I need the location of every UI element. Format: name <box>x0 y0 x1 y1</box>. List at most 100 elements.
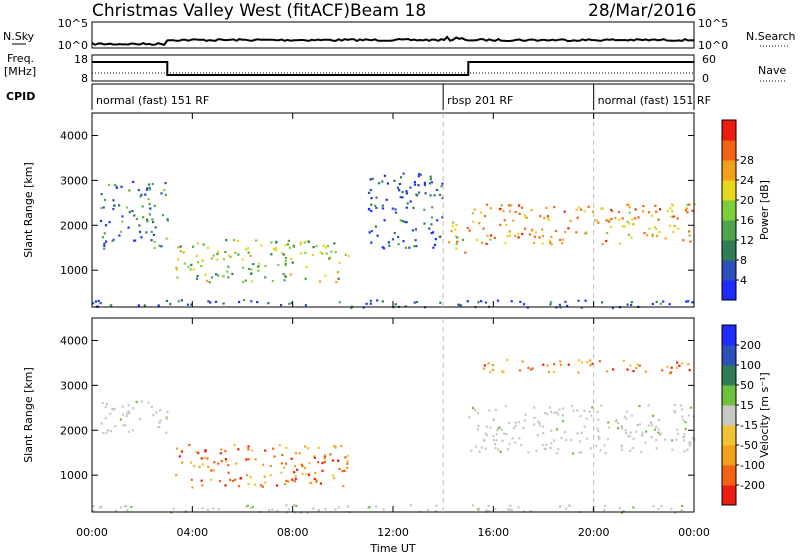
scatter-cell <box>227 276 230 279</box>
scatter-cell <box>541 228 544 231</box>
scatter-cell <box>549 303 552 306</box>
colorbar-tick-label: 12 <box>740 234 754 247</box>
scatter-cell <box>224 458 227 461</box>
scatter-cell <box>656 234 659 237</box>
scatter-cell <box>151 182 154 186</box>
scatter-cell <box>113 183 117 187</box>
scatter-cell <box>413 183 417 186</box>
scatter-cell <box>642 205 645 208</box>
scatter-cell <box>507 508 510 511</box>
scatter-cell <box>620 424 623 428</box>
scatter-cell <box>626 303 629 306</box>
scatter-cell <box>678 364 681 367</box>
scatter-cell <box>542 363 545 366</box>
scatter-cell <box>220 460 223 463</box>
scatter-cell <box>596 410 599 414</box>
scatter-cell <box>399 219 402 222</box>
scatter-cell <box>655 439 658 442</box>
scatter-cell <box>394 303 397 306</box>
scatter-cell <box>475 238 478 241</box>
scatter-cell <box>250 272 253 275</box>
colorbar-frame <box>721 324 737 506</box>
scatter-cell <box>284 244 287 247</box>
scatter-cell <box>370 210 373 213</box>
scatter-cell <box>139 195 142 198</box>
scatter-cell <box>323 457 326 460</box>
scatter-cell <box>245 505 248 508</box>
scatter-cell <box>684 427 687 431</box>
scatter-cell <box>127 430 130 433</box>
scatter-cell <box>491 368 494 371</box>
scatter-cell <box>641 432 644 435</box>
scatter-cell <box>299 241 303 244</box>
time-axis: 00:00 04:00 08:00 12:00 16:00 20:00 00:00 <box>76 113 710 539</box>
scatter-cell <box>172 507 175 510</box>
scatter-cell <box>438 193 442 196</box>
scatter-cell <box>208 281 211 284</box>
scatter-cell <box>622 359 625 362</box>
colorbar-segment <box>722 240 736 261</box>
scatter-cell <box>606 370 609 373</box>
nave-right-tick: 0 <box>702 72 709 85</box>
scatter-cell <box>555 411 559 414</box>
scatter-cell <box>484 215 487 218</box>
freq-left-tick: 18 <box>74 53 88 66</box>
scatter-cell <box>370 241 373 244</box>
scatter-cell <box>485 425 488 428</box>
scatter-cell <box>367 191 371 194</box>
scatter-cell <box>108 183 111 186</box>
scatter-cell <box>527 451 530 454</box>
scatter-cell <box>682 418 685 422</box>
scatter-cell <box>521 360 524 363</box>
scatter-cell <box>415 245 418 248</box>
scatter-cell <box>541 234 545 238</box>
scatter-cell <box>480 241 484 244</box>
scatter-cell <box>603 444 606 447</box>
scatter-cell <box>177 246 180 249</box>
scatter-cell <box>238 485 241 488</box>
scatter-cell <box>270 241 273 244</box>
scatter-cell <box>459 304 463 307</box>
scatter-cell <box>257 269 260 272</box>
scatter-cell <box>180 299 183 302</box>
nsearch-label: N.Search <box>746 30 796 43</box>
scatter-cell <box>673 224 676 228</box>
scatter-cell <box>655 300 658 304</box>
scatter-cell <box>112 238 115 241</box>
scatter-cell <box>201 259 204 262</box>
scatter-cell <box>550 301 553 304</box>
scatter-cell <box>343 469 346 473</box>
scatter-cell <box>434 238 437 241</box>
scatter-cell <box>488 409 491 412</box>
scatter-cell <box>687 363 690 366</box>
scatter-cell <box>686 211 689 214</box>
scatter-cell <box>326 245 330 248</box>
scatter-cell <box>204 450 207 453</box>
scatter-cell <box>426 508 429 511</box>
freq-label: Freq. <box>7 52 34 65</box>
scatter-cell <box>638 423 641 426</box>
scatter-cell <box>308 473 311 476</box>
scatter-cell <box>624 432 627 435</box>
scatter-cell <box>671 210 674 213</box>
scatter-cell <box>244 279 247 282</box>
scatter-cell <box>564 300 567 303</box>
scatter-cell <box>455 242 458 246</box>
scatter-cell <box>664 237 667 240</box>
scatter-cell <box>305 473 308 476</box>
scatter-cell <box>529 368 533 371</box>
scatter-cell <box>165 431 168 434</box>
scatter-cell <box>367 507 370 510</box>
scatter-cell <box>606 438 609 441</box>
scatter-cell <box>306 511 309 514</box>
scatter-cell <box>562 238 565 241</box>
colorbar-segment <box>722 325 736 346</box>
scatter-cell <box>217 508 220 511</box>
scatter-cell <box>512 219 515 222</box>
scatter-cell <box>630 303 633 306</box>
scatter-cell <box>183 262 186 265</box>
scatter-cell <box>247 482 250 485</box>
scatter-cell <box>175 474 178 477</box>
scatter-cell <box>280 471 283 474</box>
scatter-cell <box>222 258 226 261</box>
